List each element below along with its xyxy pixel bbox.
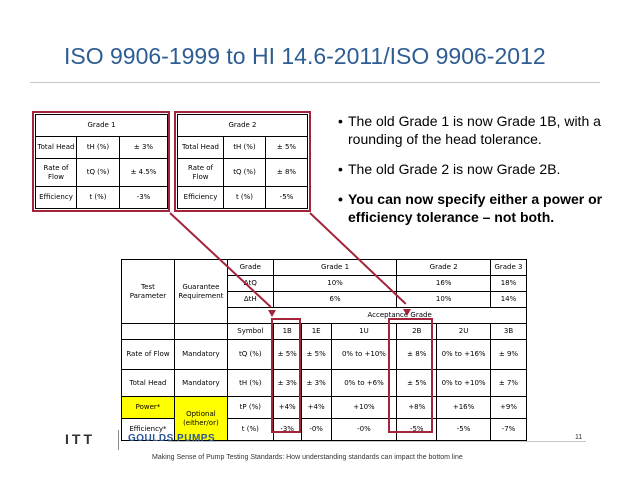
row-symbol: tP (%) xyxy=(226,396,274,419)
slide-title: ISO 9906-1999 to HI 14.6-2011/ISO 9906-2… xyxy=(64,43,546,69)
row-value: ± 3% xyxy=(300,369,332,397)
acceptance-col: 3B xyxy=(489,323,528,340)
row-value: -0% xyxy=(330,418,398,441)
grade1-value: ± 4.5% xyxy=(119,158,168,187)
bullet-text: You can now specify either a power or ef… xyxy=(348,191,603,225)
row-value: -0% xyxy=(300,418,332,441)
tolerance-table: Test Parameter Guarantee Requirement Gra… xyxy=(121,259,528,441)
acceptance-col: 1U xyxy=(330,323,398,340)
row-param: Total Head xyxy=(121,369,175,397)
footer-divider xyxy=(168,441,586,442)
row-symbol: tQ (%) xyxy=(226,339,274,370)
grade1-highlight-box xyxy=(32,111,170,212)
row-value: ± 7% xyxy=(489,369,528,397)
delta-q-value: 18% xyxy=(489,275,528,292)
row-symbol: t (%) xyxy=(226,418,274,441)
acceptance-col: 2B xyxy=(396,323,438,340)
grade2-param: Efficiency xyxy=(177,186,224,209)
delta-h-value: 6% xyxy=(272,291,398,308)
itt-logo: ITT xyxy=(65,431,95,447)
row-value: +16% xyxy=(436,396,491,419)
row-value: -5% xyxy=(396,418,438,441)
bullet-text: The old Grade 2 is now Grade 2B. xyxy=(348,161,561,177)
row-value: ± 8% xyxy=(396,339,438,370)
acceptance-col: 2U xyxy=(436,323,491,340)
grade-col-header: Grade 2 xyxy=(396,259,491,276)
row-value: +4% xyxy=(300,396,332,419)
grade-col-header: Grade 1 xyxy=(272,259,398,276)
bullet-item: • You can now specify either a power or e… xyxy=(338,191,603,225)
acceptance-col: 1E xyxy=(300,323,332,340)
row-value: -7% xyxy=(489,418,528,441)
row-param: Power* xyxy=(121,396,175,419)
row-requirement: Mandatory xyxy=(173,369,228,397)
grade1-symbol: tQ (%) xyxy=(76,158,120,187)
arrowhead-1b xyxy=(268,310,276,317)
grade2-highlight-box xyxy=(174,111,311,212)
page-number: 11 xyxy=(575,434,583,441)
bullet-item: • The old Grade 2 is now Grade 2B. xyxy=(338,161,561,177)
row-value: ± 5% xyxy=(396,369,438,397)
grade-1b-highlight-box xyxy=(271,318,301,433)
delta-h-value: 10% xyxy=(396,291,491,308)
grade2-value: -5% xyxy=(265,186,308,209)
row-value: ± 9% xyxy=(489,339,528,370)
bullet-text: The old Grade 1 is now Grade 1B, with a … xyxy=(348,113,601,147)
row-value: -5% xyxy=(436,418,491,441)
grade2-symbol: tQ (%) xyxy=(223,158,266,187)
row-requirement: Optional (either/or) xyxy=(173,396,228,441)
row-value: +9% xyxy=(489,396,528,419)
grade2-table: Grade 2 Total Head tH (%) ± 5% Rate of F… xyxy=(177,114,308,209)
grade2-value: ± 8% xyxy=(265,158,308,187)
delta-h-value: 14% xyxy=(489,291,528,308)
bullet-item: • The old Grade 1 is now Grade 1B, with a… xyxy=(338,113,601,147)
grade-col-header: Grade 3 xyxy=(489,259,528,276)
row-param: Efficiency* xyxy=(121,418,175,441)
row-value: 0% to +10% xyxy=(330,339,398,370)
row-requirement: Mandatory xyxy=(173,339,228,370)
goulds-pumps-logo: GOULDS PUMPS xyxy=(128,433,216,444)
row-value: ± 5% xyxy=(300,339,332,370)
grade1-value: -3% xyxy=(119,186,168,209)
footer-text: Making Sense of Pump Testing Standards: … xyxy=(152,454,463,461)
test-parameter-header: Test Parameter xyxy=(121,259,175,324)
title-divider xyxy=(30,82,600,83)
row-value: 0% to +10% xyxy=(436,369,491,397)
grade2-param: Rate of Flow xyxy=(177,158,224,187)
grade-2b-highlight-box xyxy=(388,318,433,433)
guarantee-requirement-header: Guarantee Requirement xyxy=(173,259,228,324)
row-value: +10% xyxy=(330,396,398,419)
symbol-label: Symbol xyxy=(226,323,274,340)
row-value: 0% to +16% xyxy=(436,339,491,370)
logo-separator xyxy=(118,430,119,450)
row-symbol: tH (%) xyxy=(226,369,274,397)
grade1-table: Grade 1 Total Head tH (%) ± 3% Rate of F… xyxy=(35,114,168,209)
row-param: Rate of Flow xyxy=(121,339,175,370)
delta-q-value: 16% xyxy=(396,275,491,292)
arrowhead-2b xyxy=(403,309,411,316)
bullet-list: • The old Grade 1 is now Grade 1B, with a… xyxy=(338,112,623,238)
row-value: 0% to +6% xyxy=(330,369,398,397)
